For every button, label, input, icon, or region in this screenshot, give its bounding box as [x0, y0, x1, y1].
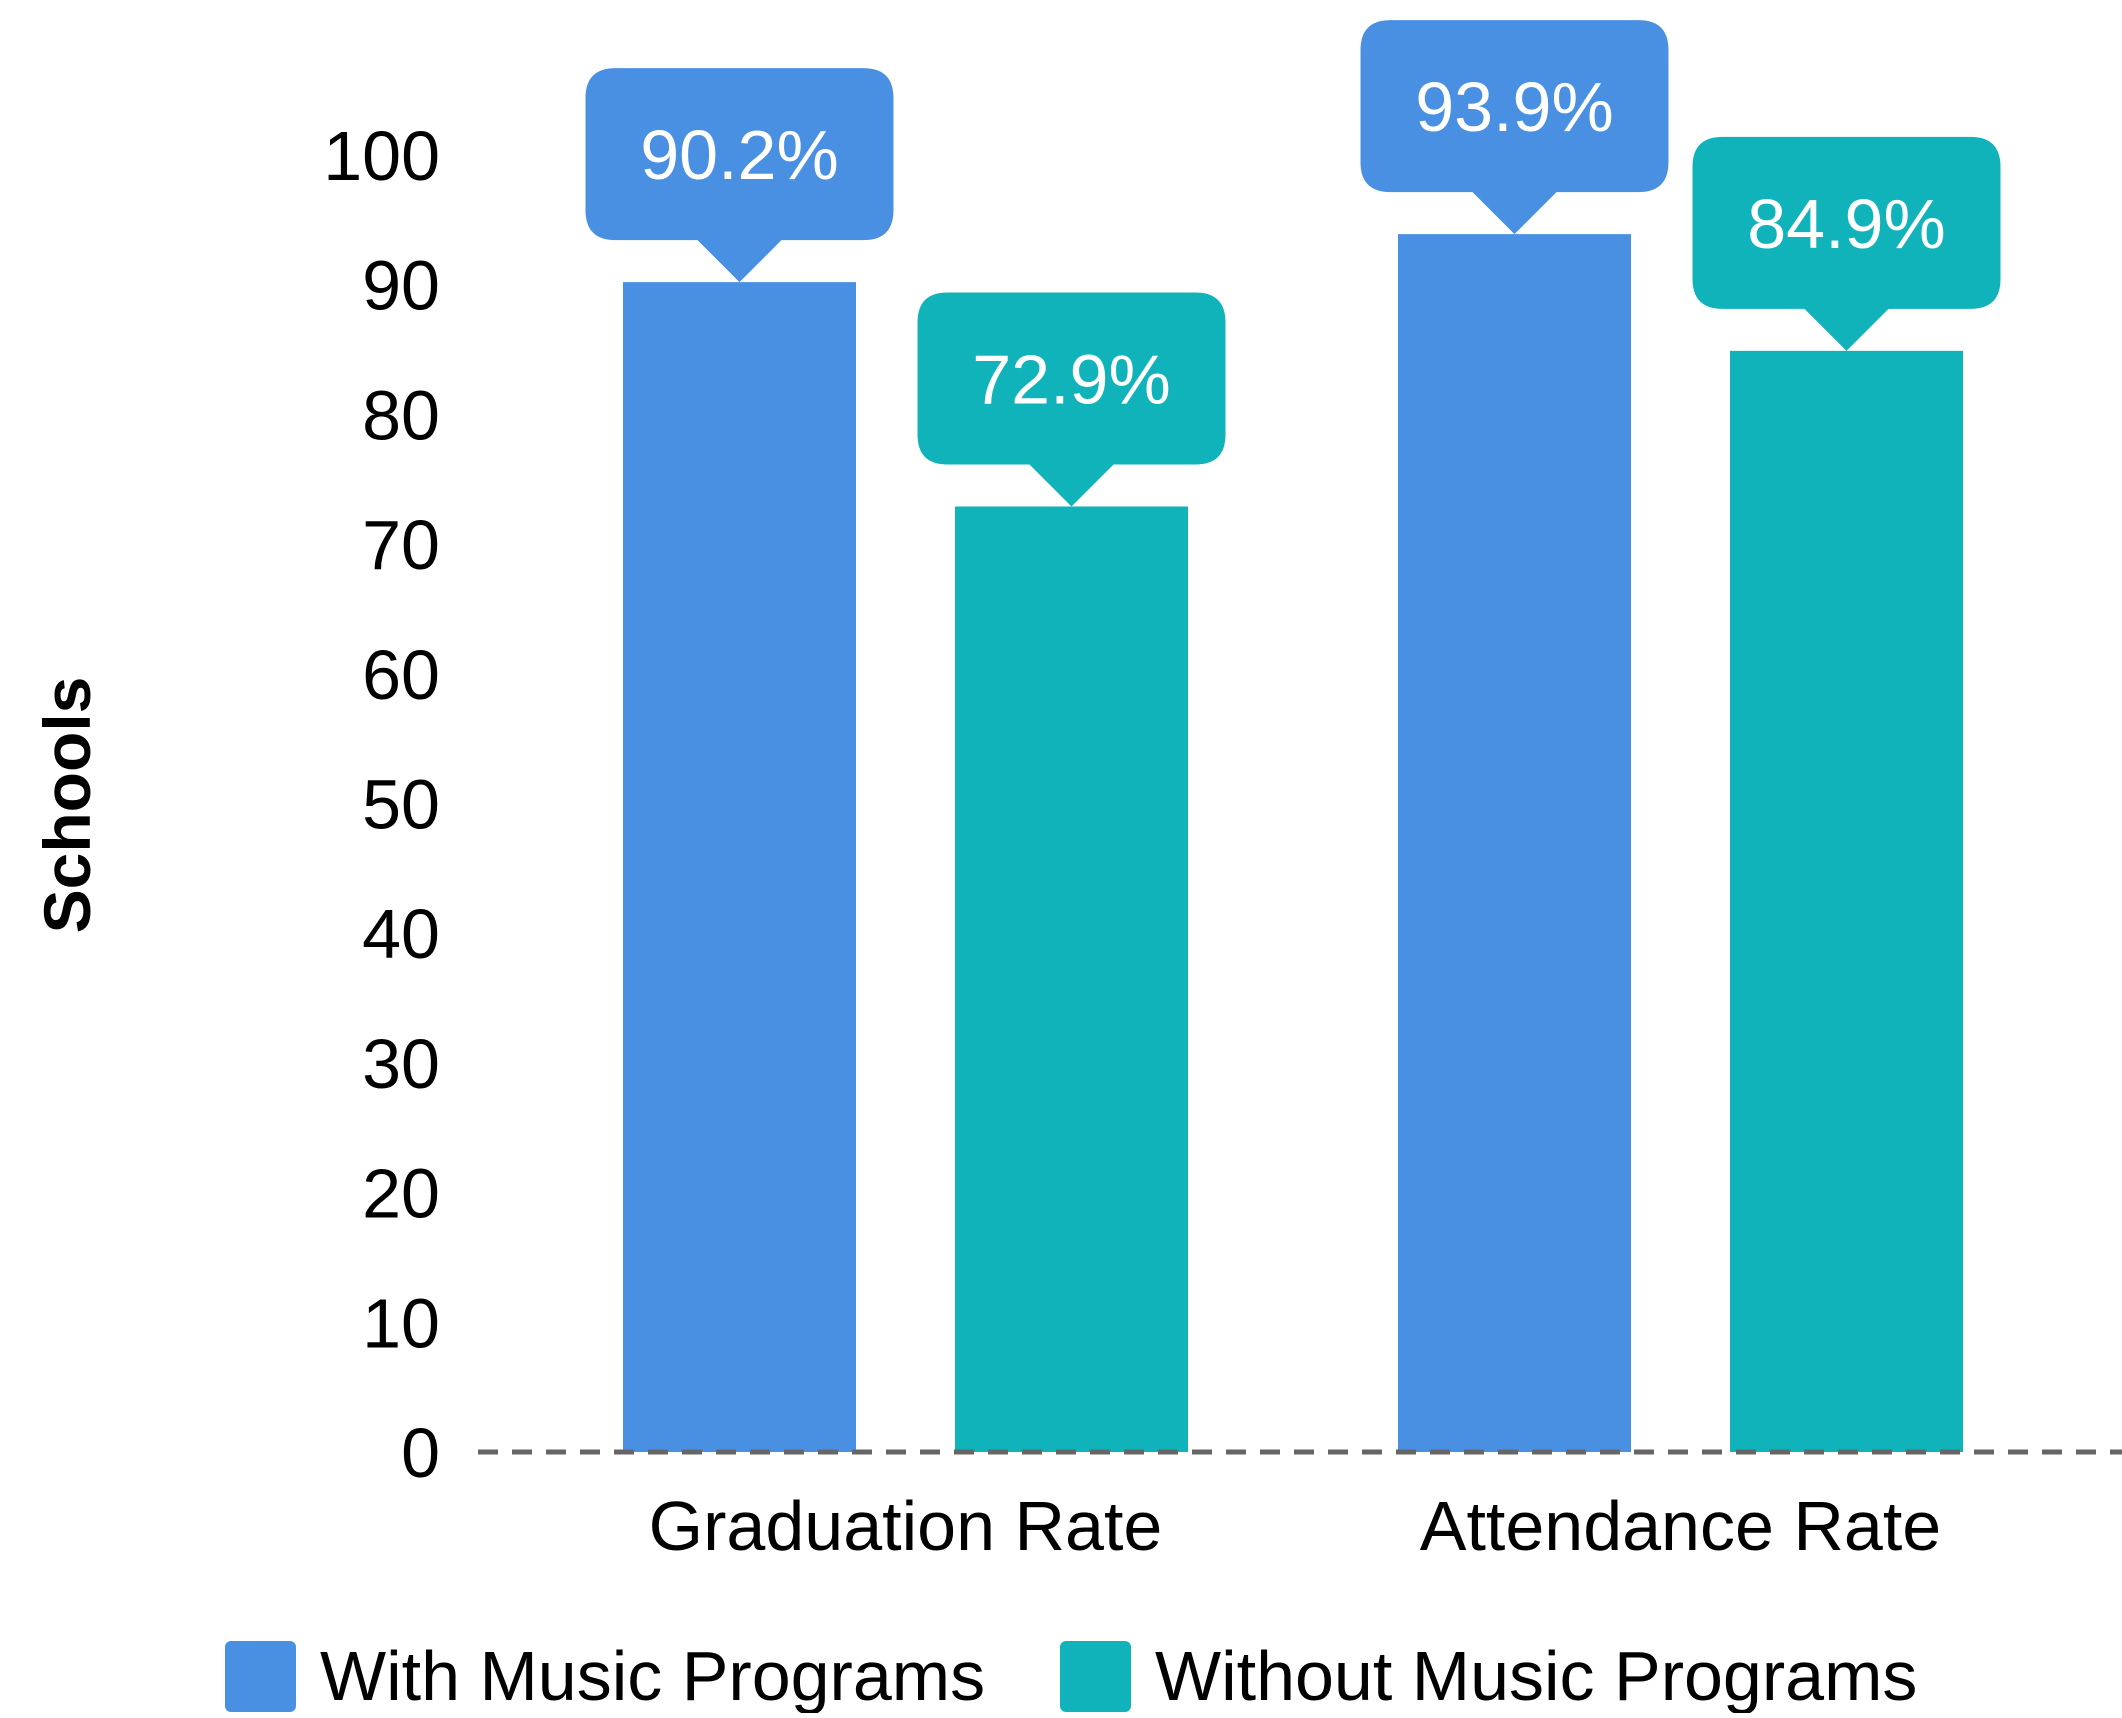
data-label: 90.2% — [640, 116, 838, 194]
data-label-bubble — [585, 68, 894, 283]
y-tick-label: 80 — [362, 376, 440, 454]
data-label-callout: 72.9% — [917, 292, 1226, 507]
y-tick-label: 0 — [401, 1414, 440, 1492]
bar — [623, 282, 856, 1453]
data-label-callout: 90.2% — [585, 68, 894, 283]
y-tick-label: 10 — [362, 1284, 440, 1362]
bar — [955, 506, 1188, 1452]
legend-item: Without Music Programs — [1060, 1637, 1917, 1715]
y-tick-labels: 0 10 20 30 40 50 60 70 80 90 100 — [323, 117, 440, 1492]
data-label-bubble — [917, 292, 1226, 507]
legend-label: With Music Programs — [320, 1637, 985, 1713]
bar — [1398, 234, 1631, 1453]
y-tick-label: 90 — [362, 247, 440, 325]
y-axis-title: Schools — [30, 677, 104, 934]
data-label: 72.9% — [972, 340, 1170, 418]
data-label-callout: 84.9% — [1692, 136, 2001, 351]
y-tick-label: 50 — [362, 766, 440, 844]
x-category-label: Attendance Rate — [1420, 1487, 1941, 1565]
legend: With Music Programs Without Music Program… — [225, 1637, 1917, 1715]
legend-swatch — [1060, 1641, 1131, 1712]
data-labels: 90.2% 72.9% 93.9% 84.9% — [585, 20, 2001, 507]
legend-label: Without Music Programs — [1155, 1637, 1917, 1713]
data-label-bubble — [1360, 20, 1669, 235]
y-tick-label: 100 — [323, 117, 440, 195]
data-label-bubble — [1692, 136, 2001, 351]
y-tick-label: 30 — [362, 1025, 440, 1103]
data-label: 93.9% — [1415, 68, 1613, 146]
data-label: 84.9% — [1747, 185, 1945, 263]
bar — [1730, 350, 1963, 1453]
x-category-label: Graduation Rate — [649, 1487, 1163, 1565]
x-category-labels: Graduation Rate Attendance Rate — [649, 1487, 1942, 1565]
legend-swatch — [225, 1641, 296, 1712]
legend-item: With Music Programs — [225, 1637, 985, 1715]
y-tick-label: 20 — [362, 1155, 440, 1233]
y-tick-label: 60 — [362, 636, 440, 714]
y-tick-label: 70 — [362, 506, 440, 584]
bars — [623, 234, 1963, 1453]
y-tick-label: 40 — [362, 895, 440, 973]
data-label-callout: 93.9% — [1360, 20, 1669, 235]
